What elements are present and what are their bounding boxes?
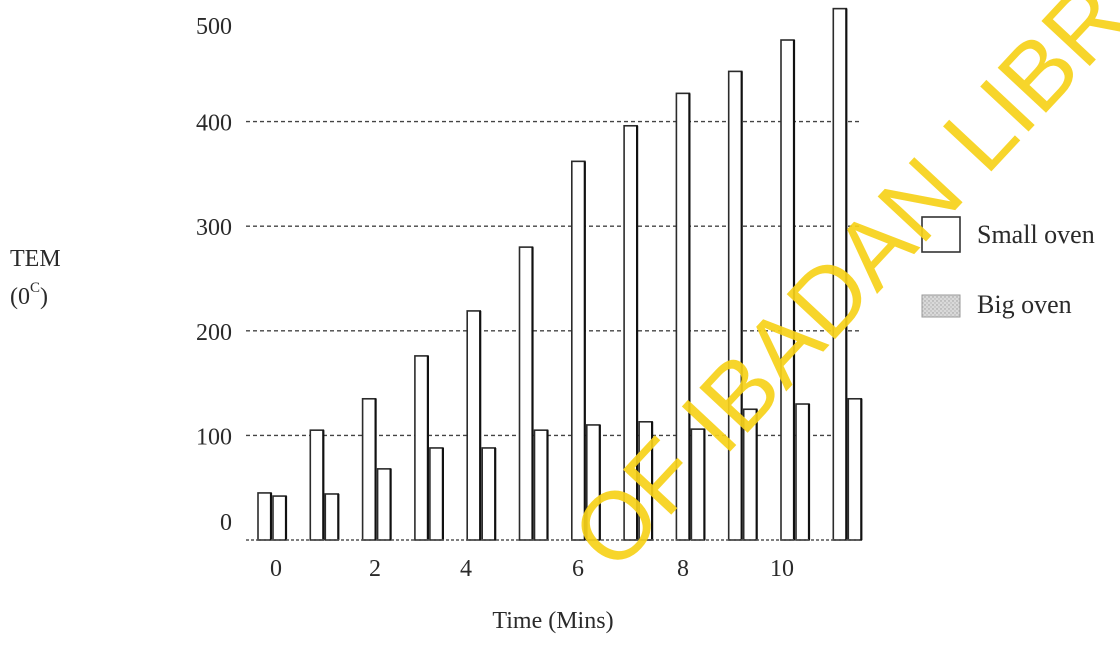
legend-label-small-oven: Small oven xyxy=(977,220,1095,249)
y-axis-tick-labels: 0 100 200 300 400 500 xyxy=(196,14,232,536)
legend: Small oven Big oven xyxy=(921,216,1095,319)
x-tick-label: 10 xyxy=(770,556,794,582)
bar-big-oven xyxy=(533,429,549,541)
x-axis-tick-labels: 0 2 4 6 8 10 xyxy=(270,556,794,582)
x-tick-label: 2 xyxy=(369,556,381,582)
legend-label-big-oven: Big oven xyxy=(977,290,1072,319)
bar-small-oven xyxy=(518,246,534,541)
bar-small-oven xyxy=(257,492,272,541)
bar-big-oven xyxy=(272,495,287,541)
x-tick-label: 0 xyxy=(270,556,282,582)
legend-swatch-small-oven xyxy=(921,216,961,253)
x-tick-label: 4 xyxy=(460,556,472,582)
bar-small-oven xyxy=(414,355,429,541)
legend-swatch-big-oven xyxy=(921,294,961,318)
y-tick-label: 0 xyxy=(220,510,232,536)
y-tick-label: 300 xyxy=(196,215,232,241)
bar-big-oven xyxy=(429,447,444,541)
bar-big-oven xyxy=(324,493,340,541)
bar-big-oven xyxy=(376,468,392,541)
bars xyxy=(257,7,863,541)
x-tick-label: 8 xyxy=(677,556,689,582)
y-tick-label: 400 xyxy=(196,111,232,137)
x-axis-title: Time (Mins) xyxy=(492,608,613,634)
bar-big-oven xyxy=(481,447,497,541)
x-tick-label: 6 xyxy=(572,556,584,582)
y-axis-title-line2: (0C) xyxy=(10,280,48,310)
y-tick-label: 200 xyxy=(196,320,232,346)
y-tick-label: 100 xyxy=(196,424,232,450)
bar-big-oven xyxy=(847,397,863,541)
bar-big-oven xyxy=(795,403,810,541)
bar-small-oven xyxy=(361,397,377,541)
y-axis-title-line1: TEM xyxy=(10,246,61,272)
y-tick-label: 500 xyxy=(196,14,232,40)
bar-small-oven xyxy=(309,429,325,541)
bar-small-oven xyxy=(466,310,482,541)
